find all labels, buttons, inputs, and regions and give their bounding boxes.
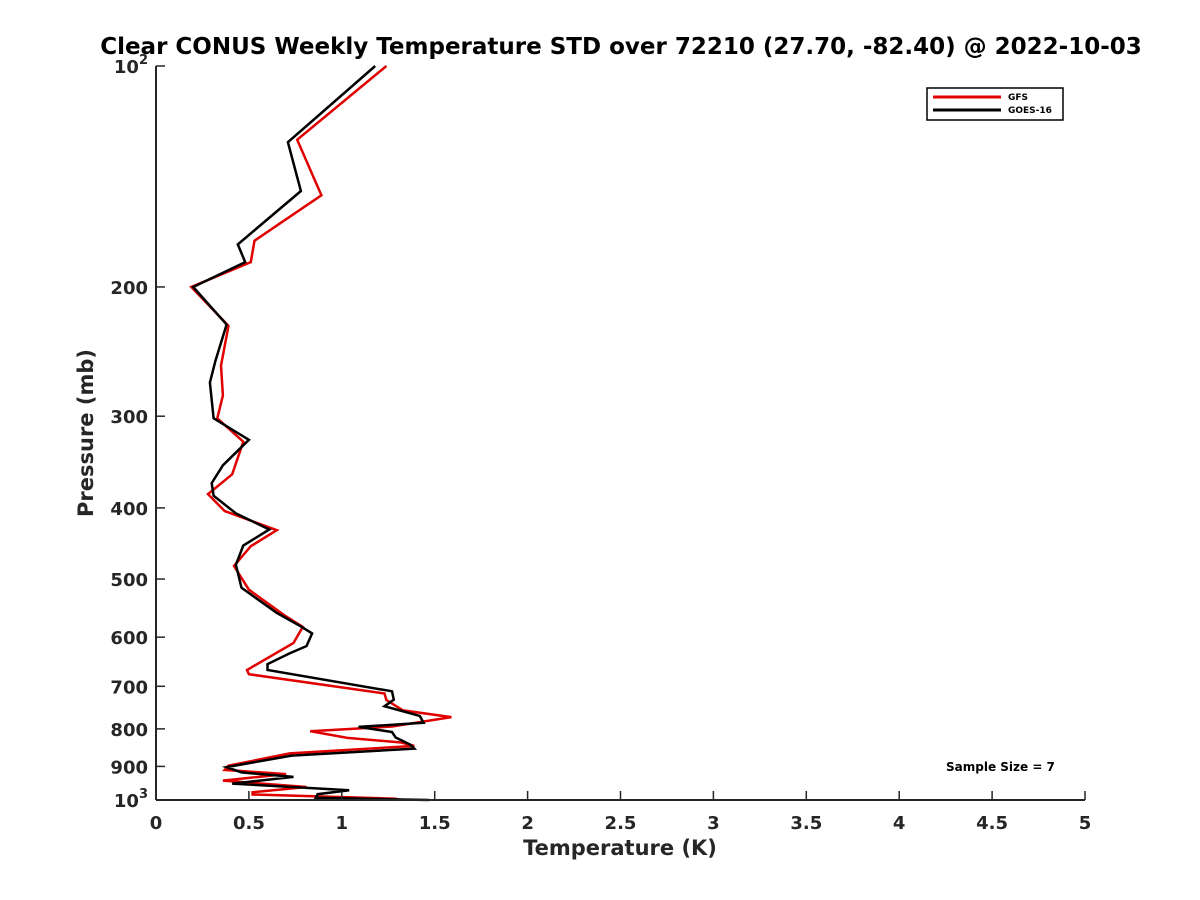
y-tick-label: 500 — [110, 570, 148, 591]
series-layer — [189, 65, 452, 802]
x-tick-label: 3 — [707, 813, 720, 834]
y-tick-label: 200 — [110, 278, 148, 299]
x-tick-label: 4 — [893, 813, 906, 834]
y-tick-label: 800 — [110, 720, 148, 741]
x-tick-label: 5 — [1079, 813, 1092, 834]
x-tick-label: 1.5 — [419, 813, 451, 834]
x-tick-label: 2.5 — [605, 813, 637, 834]
y-tick-label: 103 — [114, 787, 148, 812]
plot-area: 0 0.5 1 1.5 2 2.5 3 3.5 4 4.5 5 102 200 300 400 500 600… — [110, 53, 1091, 834]
x-tick-label: 4.5 — [976, 813, 1008, 834]
y-tick-label: 700 — [110, 677, 148, 698]
x-tick-label: 0.5 — [233, 813, 265, 834]
series-line-goes16 — [191, 65, 430, 802]
y-ticks: 102 200 300 400 500 600 700 800 900 103 — [110, 53, 165, 812]
x-axis-label: Temperature (K) — [523, 836, 717, 860]
x-tick-label: 0 — [150, 813, 163, 834]
x-tick-label: 2 — [521, 813, 534, 834]
legend-label-gfs: GFS — [1008, 93, 1028, 103]
legend-label-goes16: GOES-16 — [1008, 106, 1052, 116]
y-tick-label: 900 — [110, 757, 148, 778]
legend: GFS GOES-16 — [926, 87, 1064, 121]
legend-box — [926, 87, 1064, 121]
x-tick-label: 3.5 — [790, 813, 822, 834]
x-tick-label: 1 — [336, 813, 349, 834]
y-tick-label: 600 — [110, 628, 148, 649]
chart-title: Clear CONUS Weekly Temperature STD over … — [100, 34, 1142, 60]
x-ticks: 0 0.5 1 1.5 2 2.5 3 3.5 4 4.5 5 — [150, 791, 1092, 834]
sample-size-annotation: Sample Size = 7 — [946, 760, 1055, 774]
y-axis-label: Pressure (mb) — [74, 349, 98, 517]
y-tick-label: 300 — [110, 407, 148, 428]
y-tick-label: 102 — [114, 53, 148, 78]
y-tick-label: 400 — [110, 499, 148, 520]
